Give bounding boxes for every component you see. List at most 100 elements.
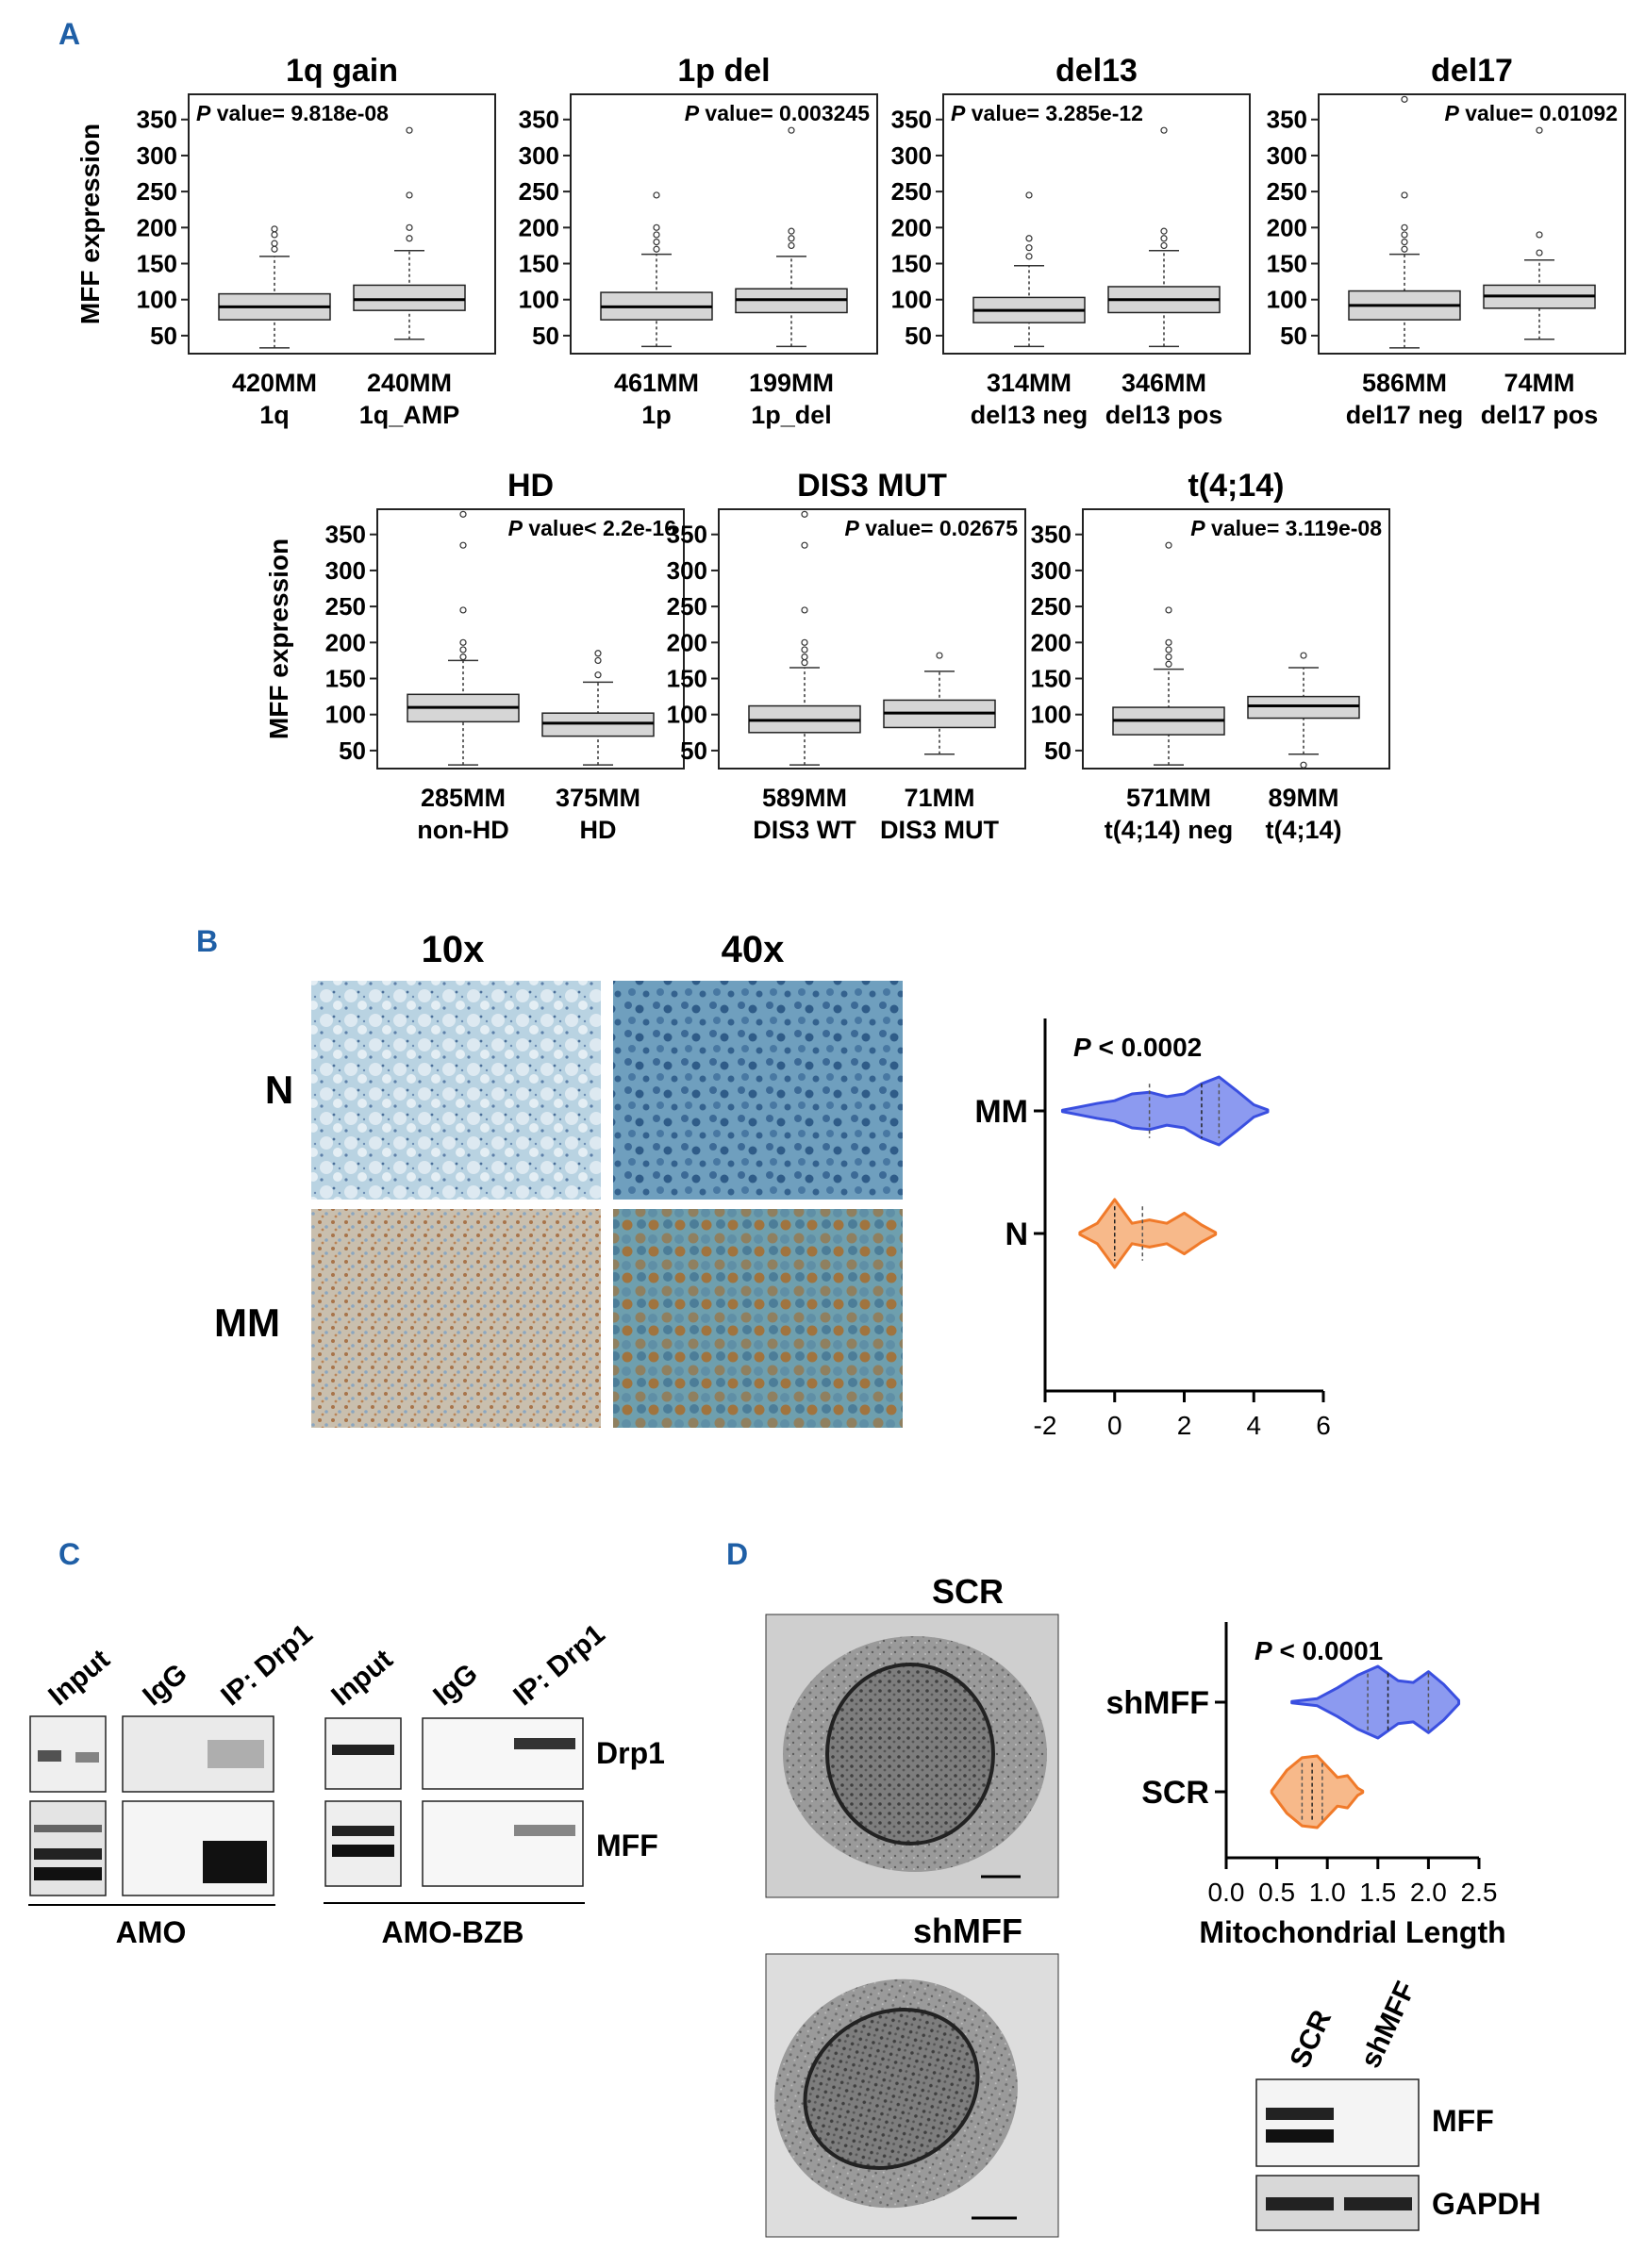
y-tick-label: 50 — [339, 737, 366, 765]
micrograph-mm-10x — [311, 1209, 601, 1428]
y-tick-label: 250 — [667, 592, 707, 621]
boxplot-5: HD P value< 2.2e-16 50 100 150 200 250 300 350 MF… — [264, 468, 685, 844]
boxplot-title: 1p del — [677, 53, 770, 89]
y-tick-label: 50 — [680, 737, 707, 765]
y-axis-label: MFF expression — [264, 538, 293, 739]
x-tick-label: 0.0 — [1208, 1878, 1245, 1907]
outlier-point — [406, 191, 413, 199]
x-tick-label: 2.0 — [1410, 1878, 1447, 1907]
box-group — [972, 191, 1086, 348]
blot-lane-scr: SCR — [1284, 2005, 1338, 2073]
group-count-label: 346MM — [1122, 369, 1206, 397]
outlier-point — [271, 240, 278, 247]
mag-40x-label: 40x — [722, 929, 785, 970]
p-value-text: P value= 0.02675 — [844, 516, 1018, 540]
y-tick-label: 250 — [519, 177, 559, 206]
group-label: 1q — [259, 401, 290, 429]
box — [353, 284, 466, 311]
boxplot-title: del17 — [1431, 53, 1513, 89]
outlier-point — [788, 227, 795, 235]
group-label: DIS3 MUT — [880, 816, 1000, 844]
blot-band-gapdh: GAPDH — [1432, 2187, 1541, 2221]
p-value-text: P value= 9.818e-08 — [196, 101, 389, 125]
panel-letter-b: B — [196, 924, 219, 958]
violin-SCR — [1270, 1754, 1365, 1829]
outlier-point — [801, 638, 808, 646]
blot-amo-ip-drp1 — [122, 1715, 274, 1793]
category-label-MM: MM — [974, 1094, 1028, 1130]
outlier-point — [1165, 541, 1172, 549]
y-tick-label: 300 — [137, 141, 177, 170]
outlier-point — [1025, 253, 1033, 260]
outlier-point — [406, 223, 413, 231]
p-value-text: P value< 2.2e-16 — [508, 516, 676, 540]
outlier-point — [1401, 245, 1408, 253]
panel-b: 10x 40x N MM — [214, 929, 903, 1428]
box-group — [883, 652, 996, 755]
blot-d-mff — [1255, 2078, 1420, 2167]
boxplot-3: del13 P value= 3.285e-12 50 100 150 200 250 300… — [891, 53, 1251, 429]
panel-a-boxplots: 1q gain P value= 9.818e-08 50 100 150 200 250 3… — [75, 53, 1626, 844]
lane-label-ip-right: IP: Drp1 — [507, 1618, 610, 1712]
band-label-drp1: Drp1 — [596, 1736, 665, 1770]
box-group — [1348, 95, 1461, 349]
group-label-amo-bzb: AMO-BZB — [381, 1915, 523, 1949]
category-label-N: N — [1005, 1217, 1028, 1252]
y-tick-label: 300 — [667, 556, 707, 585]
group-label: del17 pos — [1481, 401, 1599, 429]
y-tick-label: 150 — [1267, 250, 1307, 278]
lane-label-ip-left: IP: Drp1 — [215, 1618, 318, 1712]
panel-d: SCR shMFF SCR shMFF MFF GAPDH — [765, 1572, 1541, 2238]
box-group — [218, 225, 331, 349]
y-tick-label: 150 — [519, 250, 559, 278]
boxplot-1: 1q gain P value= 9.818e-08 50 100 150 200 250 3… — [75, 53, 496, 429]
em-title-shmff: shMFF — [913, 1912, 1022, 1950]
outlier-point — [1165, 646, 1172, 654]
group-count-label: 571MM — [1126, 784, 1211, 812]
micrograph-n-40x — [613, 981, 903, 1200]
outlier-point — [594, 671, 602, 679]
x-tick-label: -2 — [1034, 1411, 1057, 1440]
group-count-label: 89MM — [1268, 784, 1338, 812]
outlier-point — [653, 238, 660, 246]
y-tick-label: 150 — [1031, 665, 1072, 693]
group-label: del13 pos — [1105, 401, 1223, 429]
y-tick-label: 350 — [519, 106, 559, 134]
blot-bzb-ip-mff — [422, 1800, 584, 1887]
boxplot-title: HD — [507, 468, 554, 504]
y-tick-label: 200 — [891, 213, 932, 241]
y-tick-label: 100 — [1031, 701, 1072, 729]
micrograph-mm-40x — [613, 1209, 903, 1428]
panel-c-blots: Input IgG IP: Drp1 Input IgG IP: Drp1 AM… — [28, 1618, 665, 1949]
outlier-point — [594, 656, 602, 665]
y-tick-label: 50 — [1280, 322, 1307, 350]
y-tick-label: 150 — [891, 250, 932, 278]
outlier-point — [1165, 653, 1172, 661]
y-tick-label: 50 — [532, 322, 559, 350]
outlier-point — [788, 126, 795, 134]
x-tick-label: 4 — [1246, 1411, 1261, 1440]
box-group — [353, 126, 466, 340]
y-tick-label: 350 — [325, 521, 366, 549]
y-tick-label: 250 — [137, 177, 177, 206]
outlier-point — [1165, 638, 1172, 646]
outlier-point — [459, 606, 467, 614]
outlier-point — [788, 235, 795, 242]
boxplot-2: 1p del P value= 0.003245 50 100 150 200 250 300… — [519, 53, 878, 429]
outlier-point — [406, 126, 413, 134]
y-tick-label: 100 — [325, 701, 366, 729]
outlier-point — [801, 606, 808, 614]
panel-letter-d: D — [726, 1537, 749, 1571]
outlier-point — [1536, 231, 1543, 239]
outlier-point — [801, 541, 808, 549]
boxplot-title: DIS3 MUT — [797, 468, 947, 504]
lane-label-input-left: Input — [42, 1644, 115, 1712]
x-axis-label: Mitochondrial Length — [1199, 1915, 1505, 1949]
box-group — [541, 650, 655, 766]
y-tick-label: 100 — [667, 701, 707, 729]
category-label-SCR: SCR — [1141, 1775, 1209, 1811]
outlier-point — [459, 510, 467, 518]
p-value-text: P < 0.0002 — [1073, 1033, 1202, 1062]
outlier-point — [271, 225, 278, 233]
